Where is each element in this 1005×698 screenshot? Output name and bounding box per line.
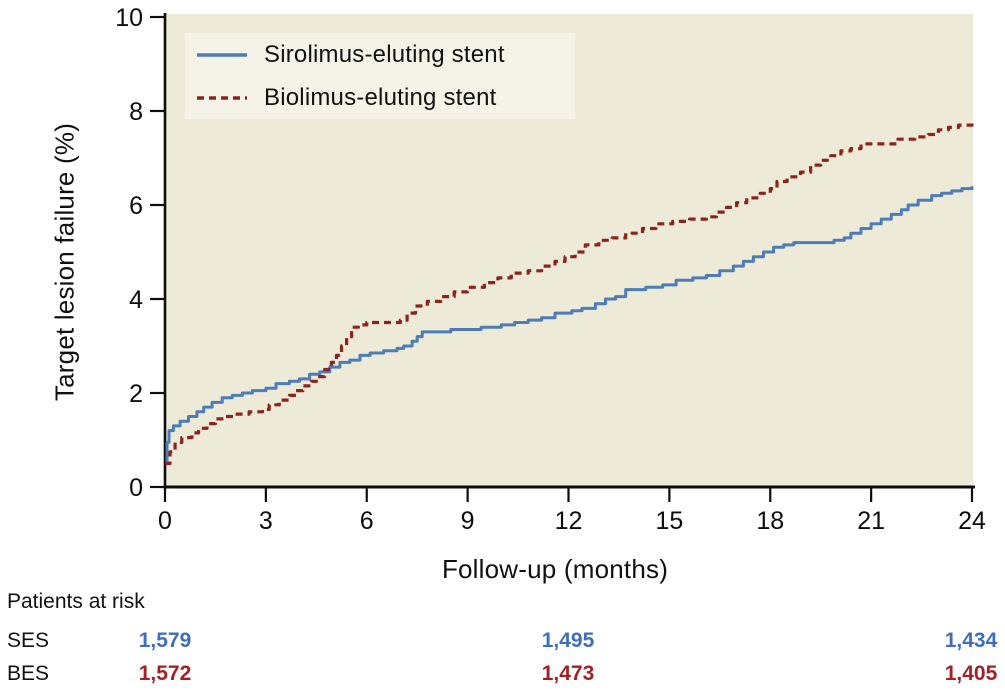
legend-item-ses: Sirolimus-eluting stent xyxy=(185,35,575,74)
svg-text:6: 6 xyxy=(360,507,374,535)
legend: Sirolimus-eluting stent Biolimus-eluting… xyxy=(185,33,575,119)
svg-text:0: 0 xyxy=(129,474,143,502)
svg-text:4: 4 xyxy=(129,286,143,314)
y-axis-ticks: 0 2 4 6 8 10 xyxy=(115,4,164,502)
svg-text:2: 2 xyxy=(129,380,143,408)
svg-text:3: 3 xyxy=(259,507,273,535)
svg-text:18: 18 xyxy=(756,507,784,535)
svg-text:6: 6 xyxy=(129,192,143,220)
svg-text:8: 8 xyxy=(129,98,143,126)
series-bes-line xyxy=(165,120,974,466)
svg-text:10: 10 xyxy=(115,4,143,32)
ses-solid-line-swatch-icon xyxy=(197,52,247,57)
legend-label-bes: Biolimus-eluting stent xyxy=(264,83,497,111)
x-axis-ticks: 0 3 6 9 12 15 18 21 24 xyxy=(158,488,986,535)
svg-text:0: 0 xyxy=(158,507,172,535)
legend-label-ses: Sirolimus-eluting stent xyxy=(264,40,505,68)
svg-text:12: 12 xyxy=(555,507,583,535)
y-axis-title: Target lesion failure (%) xyxy=(49,122,80,402)
series-ses-line xyxy=(165,186,974,465)
svg-text:24: 24 xyxy=(958,507,986,535)
svg-text:15: 15 xyxy=(655,507,683,535)
svg-text:9: 9 xyxy=(461,507,475,535)
x-axis-title: Follow-up (months) xyxy=(441,554,669,584)
svg-text:21: 21 xyxy=(857,507,885,535)
legend-item-bes: Biolimus-eluting stent xyxy=(185,78,575,117)
bes-dashed-line-swatch-icon xyxy=(197,95,247,100)
